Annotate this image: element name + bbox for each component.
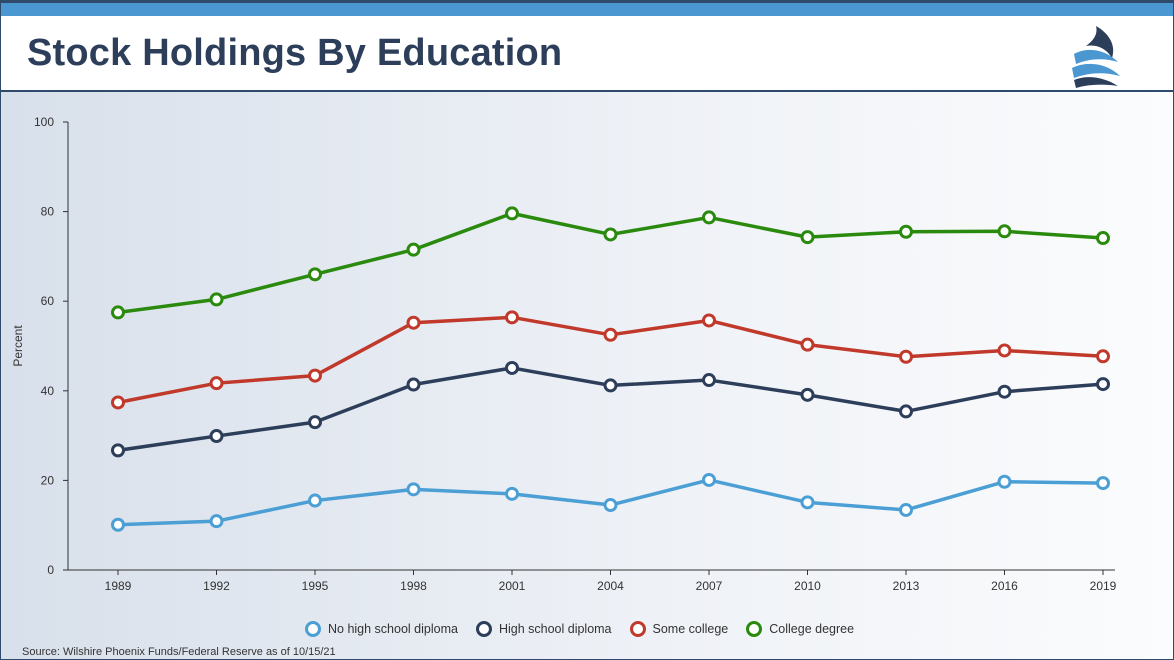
legend-label: No high school diploma: [328, 622, 458, 636]
source-note: Source: Wilshire Phoenix Funds/Federal R…: [22, 646, 336, 658]
data-point: [111, 305, 125, 320]
data-point: [997, 384, 1012, 399]
data-point: [899, 502, 913, 517]
data-point: [1096, 476, 1110, 491]
legend-item: Some college: [629, 621, 729, 637]
y-axis-label: Percent: [11, 325, 25, 367]
x-tick-label: 2013: [893, 579, 920, 593]
legend-label: College degree: [769, 622, 855, 636]
line-chart: 0 20 40 60 80 100 1989 1992 1995 1998 2001 2004 2007…: [11, 115, 1117, 593]
data-point: [702, 472, 716, 487]
data-point: [800, 387, 815, 402]
legend-marker: [305, 621, 321, 637]
data-point: [800, 495, 815, 510]
data-point: [603, 327, 618, 342]
data-point: [505, 360, 519, 375]
top-accent-bar: [0, 0, 1174, 16]
x-tick-label: 2001: [499, 579, 526, 593]
header: Stock Holdings By Education: [0, 16, 1174, 92]
data-point: [702, 210, 716, 225]
x-tick-label: 1989: [105, 579, 132, 593]
data-point: [1096, 377, 1110, 392]
legend-item: College degree: [746, 621, 854, 637]
data-point: [800, 230, 815, 245]
legend-marker: [475, 621, 492, 637]
data-point: [308, 368, 322, 383]
legend-label: Some college: [652, 622, 729, 636]
legend-item: No high school diploma: [305, 621, 458, 637]
y-tick-label: 100: [34, 115, 54, 129]
data-point: [997, 224, 1012, 239]
x-tick-label: 2019: [1090, 579, 1117, 593]
y-tick-label: 20: [41, 473, 55, 487]
data-point: [800, 337, 815, 352]
y-tick-label: 0: [47, 563, 54, 577]
data-point: [308, 493, 322, 508]
data-point: [111, 517, 125, 532]
data-point: [406, 482, 421, 497]
x-tick-label: 1998: [400, 579, 427, 593]
data-point: [1096, 231, 1110, 246]
data-point: [603, 378, 618, 393]
y-tick-label: 80: [41, 205, 55, 219]
data-point: [899, 349, 913, 364]
x-tick-label: 2016: [991, 579, 1018, 593]
y-tick-label: 60: [41, 294, 55, 308]
x-tick-label: 1995: [302, 579, 329, 593]
data-point: [209, 514, 224, 529]
data-point: [111, 443, 125, 458]
data-point: [406, 242, 421, 257]
data-point: [308, 267, 322, 282]
data-point: [899, 224, 913, 239]
data-point: [308, 415, 322, 430]
data-point: [505, 206, 519, 221]
data-point: [702, 313, 716, 328]
data-point: [702, 373, 716, 388]
data-point: [406, 315, 421, 330]
x-tick-label: 2010: [794, 579, 821, 593]
data-point: [209, 376, 224, 391]
wave-logo-icon: [1072, 26, 1120, 88]
legend-marker: [746, 621, 763, 637]
legend-marker: [629, 621, 646, 637]
plot-area: [0, 92, 1174, 660]
chart-legend: No high school diploma High school diplom…: [305, 620, 854, 638]
x-tick-label: 1992: [203, 579, 230, 593]
data-point: [603, 498, 618, 513]
data-point: [505, 310, 519, 325]
y-tick-label: 40: [41, 384, 55, 398]
data-point: [997, 474, 1012, 489]
data-point: [997, 343, 1012, 358]
data-point: [899, 404, 913, 419]
x-tick-label: 2007: [696, 579, 723, 593]
legend-item: High school diploma: [475, 621, 612, 637]
data-point: [209, 292, 224, 307]
data-point: [209, 429, 224, 444]
data-point: [111, 395, 125, 410]
data-point: [406, 377, 421, 392]
data-point: [1096, 349, 1110, 364]
x-tick-label: 2004: [597, 579, 624, 593]
page-title: Stock Holdings By Education: [27, 32, 563, 74]
data-point: [603, 227, 618, 242]
data-point: [505, 486, 519, 501]
legend-label: High school diploma: [498, 622, 612, 636]
